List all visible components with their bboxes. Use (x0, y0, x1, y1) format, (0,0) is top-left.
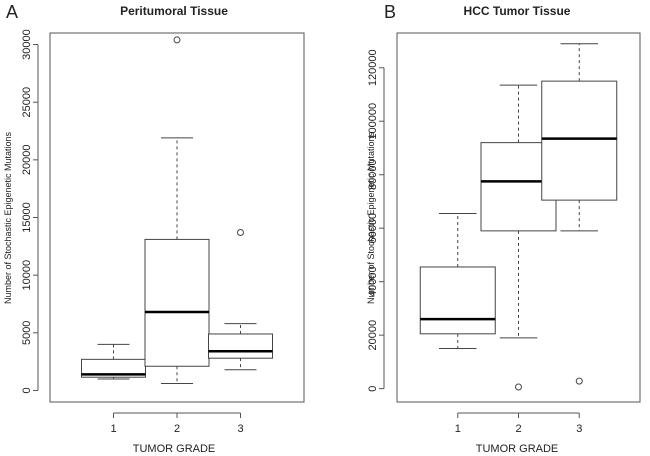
x-axis-label-a: TUMOR GRADE (133, 443, 216, 455)
y-tick-label-a: 15000 (21, 202, 33, 233)
panel-b-hcc-tumor: B HCC Tumor Tissue Number of Stochastic … (366, 2, 641, 455)
outlier-point-a (173, 36, 181, 44)
panel-a-peritumoral: A Peritumoral Tissue Number of Stochasti… (3, 2, 305, 455)
x-tick-label-b: 2 (515, 423, 521, 435)
x-axis-label-b: TUMOR GRADE (476, 443, 559, 455)
box-marks-a: 0 5000 10000 15000 20000 25000 30000 1 2 3 (21, 29, 273, 435)
chart-title-b: HCC Tumor Tissue (464, 4, 571, 18)
plot-frame-b (396, 32, 641, 403)
y-tick-label-a: 5000 (21, 321, 33, 345)
x-tick-label-b: 3 (576, 423, 582, 435)
y-tick-label-b: 40000 (367, 266, 379, 297)
x-tick-label-b: 1 (455, 423, 461, 435)
y-tick-label-a: 20000 (21, 145, 33, 176)
y-tick-label-a: 10000 (21, 260, 33, 291)
box-iqr-a (144, 238, 210, 367)
y-tick-label-a: 25000 (21, 87, 33, 118)
y-tick-label-b: 120000 (367, 49, 379, 86)
plot-frame-a (49, 32, 305, 403)
y-tick-label-a: 30000 (21, 29, 33, 60)
y-tick-label-a: 0 (21, 387, 33, 393)
outlier-point-b (515, 383, 522, 391)
y-tick-label-b: 100000 (367, 103, 379, 140)
y-axis-label-b: Number of Stochastic Epigenetic Mutation… (366, 131, 376, 304)
panel-letter-b: B (384, 2, 396, 22)
x-tick-label-a: 2 (174, 423, 180, 435)
box-iqr-a (81, 358, 146, 378)
y-tick-label-b: 0 (367, 386, 379, 392)
y-tick-label-b: 80000 (367, 159, 379, 190)
outlier-point-b (575, 377, 583, 385)
x-tick-label-a: 3 (237, 423, 243, 435)
y-tick-label-b: 60000 (367, 213, 379, 244)
panel-letter-a: A (6, 2, 18, 22)
box-iqr-b (419, 266, 496, 335)
box-iqr-b (541, 80, 618, 201)
x-tick-label-a: 1 (110, 423, 116, 435)
y-tick-label-b: 20000 (367, 320, 379, 351)
box-marks-b: 0 20000 40000 60000 80000 100000 120000 1 2 3 (367, 43, 618, 435)
chart-title-a: Peritumoral Tissue (120, 4, 228, 18)
box-iqr-a (208, 333, 273, 359)
outlier-point-a (237, 228, 244, 236)
y-axis-label-a: Number of Stochastic Epigenetic Mutation… (3, 131, 13, 304)
